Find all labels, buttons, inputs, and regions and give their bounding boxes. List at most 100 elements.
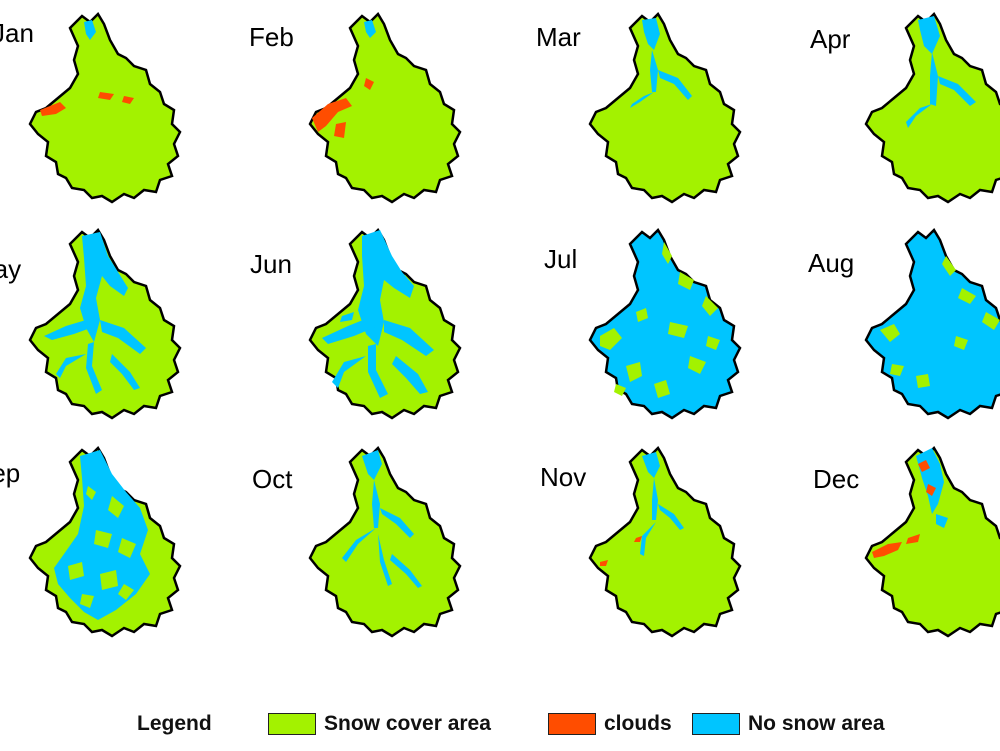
cloud-patch [872, 542, 902, 558]
no-snow-region [110, 354, 140, 390]
month-label-aug: Aug [808, 248, 854, 278]
snow-patch [890, 364, 904, 376]
no-snow-region [930, 52, 938, 106]
snow-patch [86, 486, 96, 500]
snow-patch [626, 362, 642, 382]
snow-patch [118, 538, 136, 558]
cloud-patch [122, 96, 134, 104]
month-map-apr: Apr [810, 12, 1000, 204]
snow-patch [80, 594, 94, 608]
month-map-jun: Jun [250, 228, 462, 420]
no-snow-region [322, 318, 378, 344]
month-label-nov: Nov [540, 462, 586, 492]
month-label-may: May [0, 254, 21, 284]
no-snow-region [100, 320, 146, 354]
month-label-feb: Feb [249, 22, 294, 52]
no-snow-region [918, 16, 940, 54]
no-snow-region [936, 514, 948, 528]
snow-patch [706, 336, 720, 350]
snow-patch [958, 288, 976, 304]
no-snow-region [378, 534, 392, 586]
legend-title: Legend [137, 712, 212, 735]
snow-patch [688, 356, 706, 374]
snow-patch [954, 336, 968, 350]
month-map-nov: Nov [540, 446, 742, 638]
no-snow-region [384, 320, 434, 356]
snow-patch [614, 384, 626, 396]
cloud-patch [334, 122, 346, 138]
snow-patch [118, 584, 134, 600]
no-snow-region [80, 232, 128, 342]
snow-patch [942, 256, 956, 276]
cloud-patch [364, 78, 374, 90]
month-label-jul: Jul [544, 244, 577, 274]
legend-label-snow-cover: Snow cover area [324, 712, 491, 735]
snow-patch [916, 374, 930, 388]
no-snow-region [652, 478, 658, 520]
snow-patch [654, 380, 670, 398]
snow-patch [668, 322, 688, 338]
no-snow-region [642, 18, 660, 50]
cloud-patch [906, 534, 920, 544]
no-snow-region [640, 522, 656, 556]
snow-cover-swatch [268, 713, 316, 735]
clouds-swatch [548, 713, 596, 735]
snow-patch [94, 530, 112, 548]
no-snow-swatch [692, 713, 740, 735]
snow-patch [702, 296, 718, 316]
no-snow-region [906, 104, 932, 128]
snow-patch [662, 242, 672, 264]
month-map-may: May [0, 228, 182, 420]
no-snow-region [392, 356, 428, 394]
no-snow-region [642, 452, 660, 478]
month-map-feb: Feb [249, 12, 462, 204]
no-snow-region [44, 320, 96, 340]
snow-patch [68, 562, 84, 580]
snow-patch [880, 324, 900, 342]
legend-label-clouds: clouds [604, 712, 672, 735]
no-snow-region [358, 230, 414, 346]
no-snow-region [340, 312, 354, 322]
snow-patch [108, 496, 124, 518]
month-label-jun: Jun [250, 249, 292, 279]
month-label-jan: Jan [0, 18, 34, 48]
legend-item-snow-cover: Snow cover area [268, 711, 491, 737]
legend-item-clouds: clouds [548, 711, 672, 737]
no-snow-region [362, 450, 382, 480]
no-snow-region [84, 20, 96, 40]
snow-patch [100, 570, 118, 590]
month-map-dec: Dec [813, 446, 1000, 638]
snow-patch [982, 312, 1000, 330]
no-snow-region [364, 20, 376, 38]
cloud-patch [600, 560, 608, 566]
month-map-sep: Sep [0, 446, 182, 638]
no-snow-region [86, 342, 102, 394]
month-label-mar: Mar [536, 22, 581, 52]
legend: Legend Snow cover area clouds No snow ar… [0, 700, 1000, 751]
month-label-dec: Dec [813, 464, 859, 494]
cloud-patch [98, 92, 114, 100]
month-map-jan: Jan [0, 12, 182, 204]
no-snow-region [390, 554, 422, 588]
snow-patch [678, 272, 694, 290]
cloud-patch [312, 98, 352, 132]
month-map-mar: Mar [536, 12, 742, 204]
cloud-patch [40, 102, 66, 116]
legend-label-no-snow: No snow area [748, 712, 885, 735]
month-label-apr: Apr [810, 24, 851, 54]
no-snow-region [380, 508, 414, 538]
month-map-aug: Aug [808, 228, 1000, 420]
no-snow-region [630, 92, 654, 108]
no-snow-region [650, 50, 658, 92]
month-label-oct: Oct [252, 464, 293, 494]
snow-patch [636, 308, 648, 322]
no-snow-region [342, 528, 376, 562]
no-snow-region [658, 70, 692, 100]
no-snow-region [658, 504, 684, 530]
cloud-patch [634, 536, 642, 542]
month-label-sep: Sep [0, 458, 20, 488]
no-snow-region [332, 356, 366, 388]
no-snow-region [368, 344, 388, 398]
cloud-patch [918, 460, 930, 472]
